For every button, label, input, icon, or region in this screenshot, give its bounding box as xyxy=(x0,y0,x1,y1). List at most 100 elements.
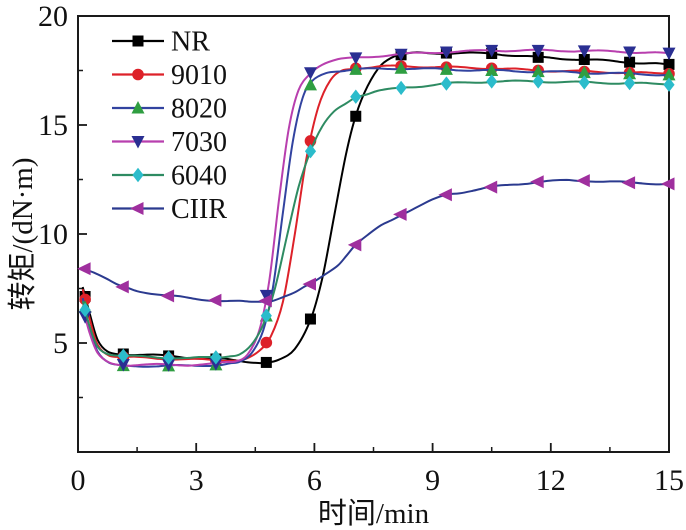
6040-marker xyxy=(79,302,91,318)
x-axis-label: 时间/min xyxy=(318,497,430,530)
7030-marker xyxy=(349,52,363,65)
legend-item-NR: NR xyxy=(112,27,210,58)
legend-item-CIIR: CIIR xyxy=(112,194,227,225)
NR-marker xyxy=(304,313,316,325)
8020-marker xyxy=(662,67,676,81)
7030-marker xyxy=(623,46,637,59)
7030-marker xyxy=(259,289,273,303)
CIIR-marker xyxy=(393,207,407,221)
legend-item-7030: 7030 xyxy=(112,127,227,158)
series-6040-line xyxy=(81,79,670,360)
8020-marker xyxy=(531,64,545,78)
CIIR-marker xyxy=(258,294,272,308)
series-CIIR-line xyxy=(82,178,670,303)
x-tick-label: 3 xyxy=(189,464,204,497)
NR-marker xyxy=(624,56,636,68)
legend-item-9010: 9010 xyxy=(112,60,227,91)
CIIR-marker xyxy=(530,175,544,189)
CIIR-marker xyxy=(115,280,129,294)
7030-marker xyxy=(116,359,130,372)
6040-marker xyxy=(117,348,129,363)
9010-legend-marker xyxy=(132,68,144,81)
7030-marker xyxy=(162,359,176,372)
series-NR xyxy=(79,47,675,368)
legend-label: 6040 xyxy=(171,161,227,192)
y-tick-label: 20 xyxy=(38,0,68,33)
8020-marker xyxy=(577,65,591,79)
x-tick-label: 0 xyxy=(71,464,86,497)
8020-marker xyxy=(623,66,637,80)
series-7030-line xyxy=(81,48,670,367)
legend-label: NR xyxy=(171,27,210,58)
6040-marker xyxy=(163,350,175,365)
series-NR-line xyxy=(81,51,670,365)
series-7030 xyxy=(78,44,676,372)
CIIR-marker xyxy=(302,277,316,291)
x-tick-label: 12 xyxy=(536,464,566,497)
legend-label: 9010 xyxy=(171,60,227,91)
series-CIIR xyxy=(77,174,675,308)
NR-legend-marker xyxy=(132,35,144,47)
x-tick-label: 15 xyxy=(654,464,684,497)
CIIR-marker xyxy=(207,293,222,307)
x-tick-label: 9 xyxy=(425,464,440,497)
6040-marker xyxy=(663,77,675,92)
legend-label: CIIR xyxy=(171,194,227,225)
8020-legend-marker xyxy=(131,101,145,114)
7030-marker xyxy=(78,311,92,324)
CIIR-marker xyxy=(576,174,590,188)
y-tick-label: 5 xyxy=(53,327,68,360)
6040-marker xyxy=(578,75,590,90)
CIIR-marker xyxy=(347,238,362,252)
NR-marker xyxy=(663,58,675,70)
8020-marker xyxy=(349,62,363,75)
legend-label: 7030 xyxy=(171,127,227,158)
CIIR-legend-marker xyxy=(130,202,144,215)
CIIR-marker xyxy=(483,180,498,194)
y-tick-label: 10 xyxy=(38,218,68,251)
y-axis-label: 转矩/(dN·m) xyxy=(6,157,39,310)
axes: 0 3 6 9 12 15 5 10 15 20 xyxy=(38,0,684,497)
6040-marker xyxy=(260,308,272,323)
8020-marker xyxy=(304,77,317,91)
x-tick-label: 6 xyxy=(307,464,322,497)
legend-label: 8020 xyxy=(171,94,227,125)
6040-marker xyxy=(395,80,407,96)
7030-legend-marker xyxy=(131,136,145,149)
series-6040 xyxy=(79,74,675,365)
6040-marker xyxy=(440,76,452,91)
8020-marker xyxy=(394,61,408,74)
y-tick-label: 15 xyxy=(38,109,68,142)
NR-marker xyxy=(578,54,590,66)
7030-marker xyxy=(394,48,408,62)
6040-marker xyxy=(532,74,544,89)
CIIR-marker xyxy=(438,188,452,202)
CIIR-marker xyxy=(661,177,675,191)
series-8020 xyxy=(78,61,676,372)
NR-marker xyxy=(260,356,272,368)
7030-marker xyxy=(662,47,676,61)
7030-marker xyxy=(304,67,317,80)
legend-item-6040: 6040 xyxy=(112,161,227,192)
6040-legend-marker xyxy=(132,167,144,183)
CIIR-marker xyxy=(160,289,175,303)
6040-marker xyxy=(624,75,636,91)
CIIR-marker xyxy=(621,176,636,190)
NR-marker xyxy=(350,110,362,122)
7030-marker xyxy=(577,45,591,58)
7030-marker xyxy=(531,44,545,58)
7030-marker xyxy=(485,44,499,58)
8020-marker xyxy=(485,63,499,76)
legend-item-8020: 8020 xyxy=(112,94,227,125)
6040-marker xyxy=(350,89,362,104)
6040-marker xyxy=(486,74,498,89)
series-9010 xyxy=(79,60,675,367)
8020-marker xyxy=(439,62,453,75)
6040-marker xyxy=(304,144,317,159)
CIIR-marker xyxy=(77,262,91,276)
9010-marker xyxy=(260,336,273,349)
7030-marker xyxy=(439,46,453,59)
